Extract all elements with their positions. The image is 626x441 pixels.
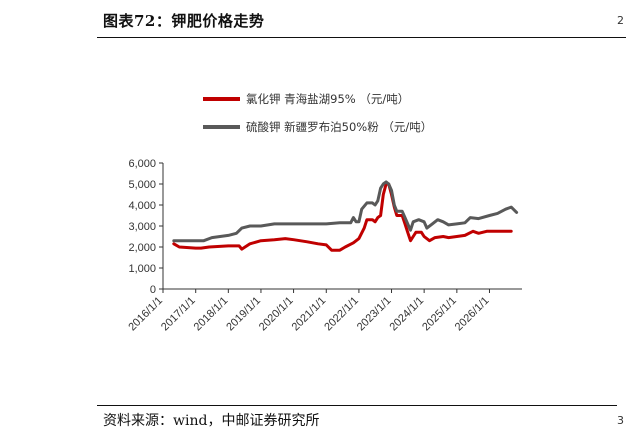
x-tick-label: 2016/1/1 <box>126 295 165 334</box>
edge-mark-top: 2 <box>617 14 624 27</box>
y-tick-label: 0 <box>150 284 156 296</box>
series-layer <box>172 180 519 252</box>
x-tick-label: 2023/1/1 <box>355 295 394 334</box>
edge-mark-bottom: 3 <box>617 414 624 427</box>
x-axis: 2016/1/12017/1/12018/1/12019/1/12020/1/1… <box>126 288 522 334</box>
x-tick-label: 2018/1/1 <box>192 295 231 334</box>
x-tick-label: 2022/1/1 <box>322 295 361 334</box>
figure-title: 图表72：钾肥价格走势 <box>103 12 265 30</box>
y-axis: 0 1,000 2,000 3,000 4,000 5,000 6,000 <box>128 158 164 296</box>
x-tick-label: 2024/1/1 <box>387 295 426 334</box>
y-tick-label: 1,000 <box>128 263 156 275</box>
y-tick-label: 3,000 <box>128 221 156 233</box>
y-tick-label: 2,000 <box>128 242 156 254</box>
series-line-2 <box>172 180 519 243</box>
y-tick-label: 6,000 <box>128 158 156 170</box>
x-tick-label: 2020/1/1 <box>257 295 296 334</box>
figure-source: 资料来源：wind，中邮证券研究所 <box>103 413 320 429</box>
series-line-1 <box>172 182 513 252</box>
title-rule <box>97 37 626 38</box>
source-rule <box>97 405 617 406</box>
legend-label-1: 氯化钾 青海盐湖95% （元/吨） <box>246 92 409 106</box>
x-tick-label: 2019/1/1 <box>224 295 263 334</box>
y-tick-label: 4,000 <box>128 200 156 212</box>
y-tick-label: 5,000 <box>128 179 156 191</box>
x-tick-label: 2017/1/1 <box>159 295 198 334</box>
legend-label-2: 硫酸钾 新疆罗布泊50%粉 （元/吨） <box>246 120 432 134</box>
x-tick-label: 2025/1/1 <box>420 295 459 334</box>
x-tick-label: 2021/1/1 <box>290 295 329 334</box>
legend: 氯化钾 青海盐湖95% （元/吨） 硫酸钾 新疆罗布泊50%粉 （元/吨） <box>203 92 432 134</box>
x-tick-label: 2026/1/1 <box>453 295 492 334</box>
